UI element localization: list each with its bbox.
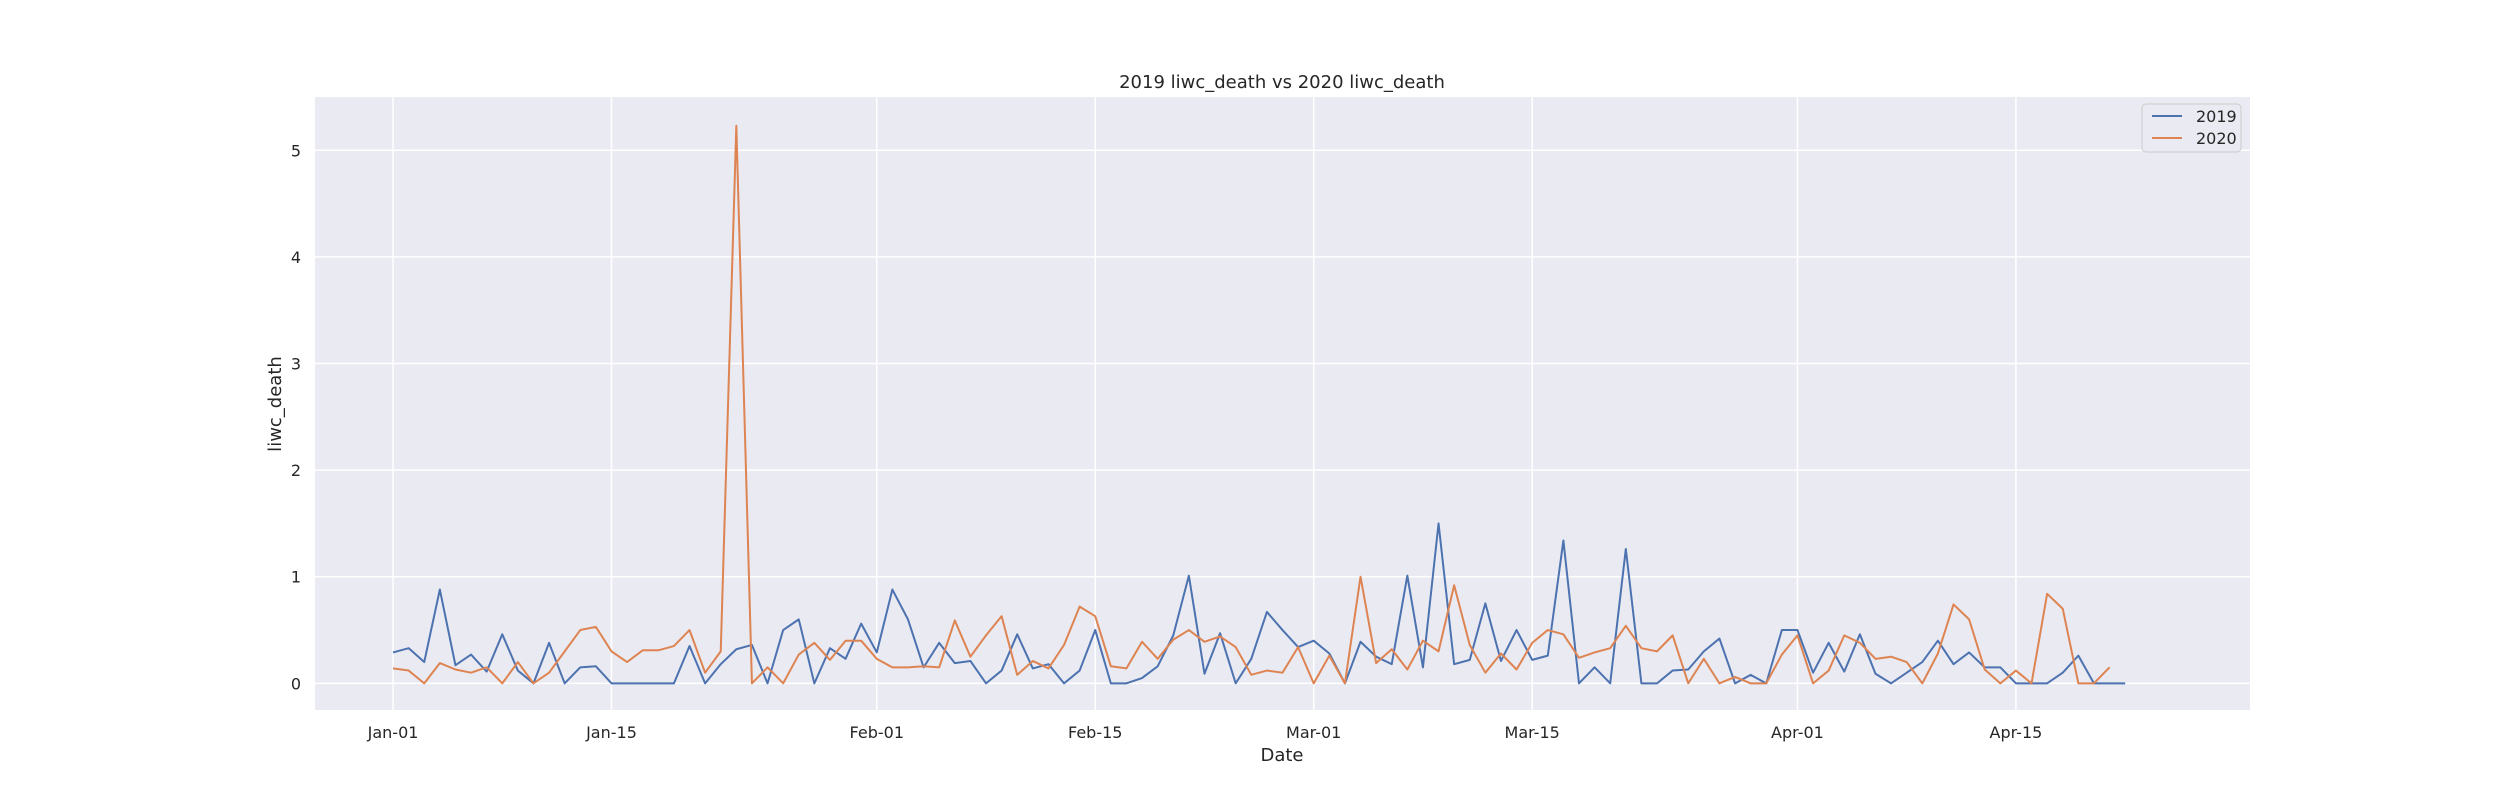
y-tick-label: 1 xyxy=(291,568,301,587)
series-line-2019 xyxy=(392,522,2126,685)
y-tick-labels: 0 1 2 3 4 5 xyxy=(291,141,301,693)
y-axis-label: liwc_death xyxy=(265,356,286,452)
plot-background xyxy=(315,97,2250,710)
x-tick-label: Feb-15 xyxy=(1068,723,1122,742)
legend-label-2020: 2020 xyxy=(2196,129,2237,148)
x-tick-label: Mar-15 xyxy=(1505,723,1560,742)
legend: 2019 2020 xyxy=(2141,103,2242,153)
x-tick-label: Apr-01 xyxy=(1771,723,1824,742)
y-tick-label: 4 xyxy=(291,248,301,267)
x-tick-label: Apr-15 xyxy=(1990,723,2043,742)
legend-label-2019: 2019 xyxy=(2196,107,2237,126)
x-axis-label: Date xyxy=(1260,745,1303,766)
y-tick-label: 3 xyxy=(291,355,301,374)
x-tick-label: Mar-01 xyxy=(1286,723,1341,742)
x-tick-label: Jan-15 xyxy=(585,723,637,742)
y-tick-label: 5 xyxy=(291,141,301,160)
grid-lines xyxy=(315,97,2250,710)
chart-title: 2019 liwc_death vs 2020 liwc_death xyxy=(1119,72,1445,93)
x-tick-label: Feb-01 xyxy=(850,723,904,742)
x-tick-labels: Jan-01 Jan-15 Feb-01 Feb-15 Mar-01 Mar-15 Apr-… xyxy=(367,723,2043,742)
series-line-2020 xyxy=(392,124,2111,685)
y-tick-label: 0 xyxy=(291,674,301,693)
series-lines xyxy=(392,124,2126,685)
y-tick-label: 2 xyxy=(291,461,301,480)
x-tick-label: Jan-01 xyxy=(367,723,419,742)
